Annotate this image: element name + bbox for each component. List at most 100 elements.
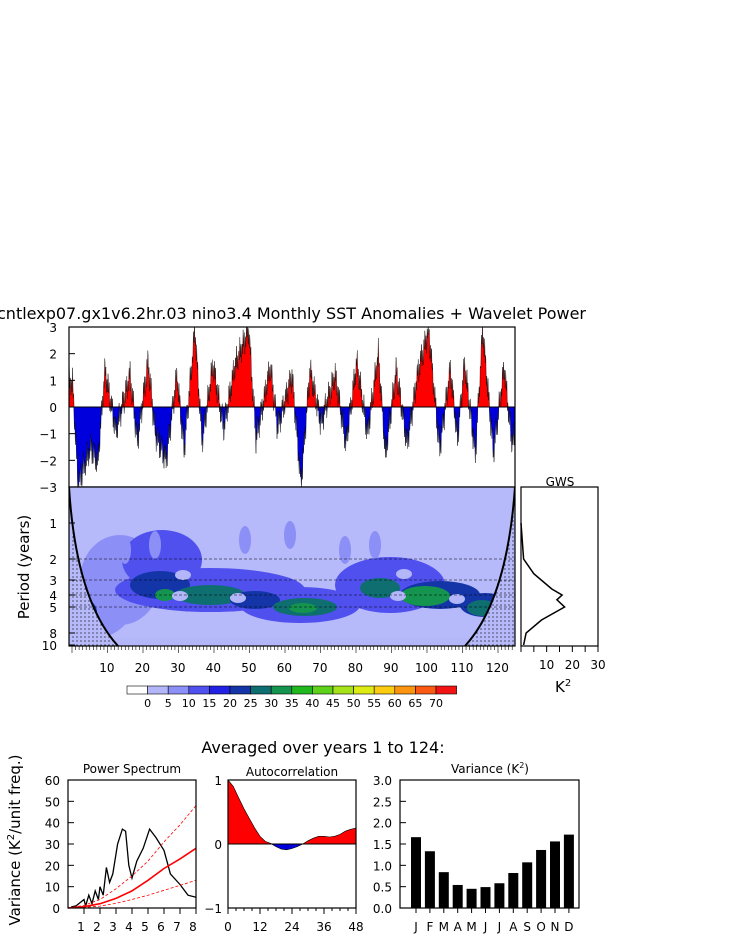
spectrum-ytick-label: 30 [45, 838, 60, 852]
colorbar-swatch [291, 685, 313, 695]
colorbar-label: 15 [202, 697, 216, 710]
spectrum-xtick-label: 5 [141, 920, 149, 934]
colorbar: 0 5 10 15 20 25 30 35 40 45 50 55 60 65 70 [126, 685, 457, 710]
spectrum-ytick-label: 60 [45, 774, 60, 788]
variance-ytick-label: 1.0 [373, 859, 392, 873]
colorbar-swatch [270, 685, 293, 695]
wavelet-contour [339, 536, 351, 564]
spectrum-ytick-label: 50 [45, 795, 60, 809]
wavelet-contour [369, 531, 381, 559]
wavelet-ytick-label: 3 [49, 574, 57, 588]
wavelet-xtick-label: 110 [450, 661, 473, 675]
spectrum-xtick-label: 6 [157, 920, 165, 934]
autocorrelation-xtick-label: 12 [252, 920, 267, 934]
variance-xtick-label: D [564, 920, 573, 934]
spectrum-xtick-label: 7 [173, 920, 181, 934]
variance-xtick-label: A [509, 920, 518, 934]
gws-title: GWS [546, 475, 575, 489]
autocorrelation-ytick-label: −1 [204, 902, 222, 916]
variance-xtick-label: O [536, 920, 545, 934]
wavelet-xtick-label: 90 [383, 661, 398, 675]
variance-ytick-label: 2.0 [373, 817, 392, 831]
colorbar-label: 45 [326, 697, 340, 710]
lower-confidence-series [67, 879, 197, 909]
wavelet-ytick-label: 10 [42, 639, 57, 653]
wavelet-xtick-label: 10 [99, 661, 114, 675]
page-title: cntlexp07.gx1v6.2hr.03 nino3.4 Monthly S… [0, 304, 586, 323]
autocorrelation-title: Autocorrelation [246, 765, 338, 779]
wavelet-ytick-label: 1 [49, 517, 57, 531]
colorbar-label: 0 [144, 697, 151, 710]
spectrum-ytick-label: 0 [52, 902, 60, 916]
spectrum-ytick-label: 10 [45, 881, 60, 895]
period-reference-lines [69, 558, 515, 608]
colorbar-swatch [415, 685, 437, 695]
gws-xtick-label: 10 [539, 658, 554, 672]
variance-xtick-label: J [413, 920, 418, 934]
coi-line-right [464, 487, 515, 646]
variance-bar [494, 883, 505, 908]
red-noise-series [67, 847, 197, 909]
gws-chart: GWS 10 20 30 K2 [520, 475, 606, 696]
colorbar-swatch [332, 685, 354, 695]
wavelet-x-axis: 10 20 30 40 50 60 70 80 90 100 110 120 [71, 646, 513, 675]
spectrum-title: Power Spectrum [83, 762, 181, 776]
variance-bar [466, 888, 477, 908]
sst-ytick-label: 0 [49, 401, 57, 415]
colorbar-label: 30 [264, 697, 278, 710]
autocorrelation-ytick-label: 1 [214, 774, 222, 788]
gws-frame [520, 486, 599, 647]
variance-bar [536, 849, 547, 908]
variance-ytick-label: 2.5 [373, 795, 392, 809]
colorbar-label: 5 [165, 697, 172, 710]
variance-xtick-label: S [523, 920, 531, 934]
spectrum-xtick-label: 3 [109, 920, 117, 934]
autocorrelation-chart: Autocorrelation 10−1 0 12 24 36 48 [204, 765, 363, 934]
wavelet-xtick-label: 40 [206, 661, 221, 675]
spectrum-xtick-label: 4 [125, 920, 133, 934]
gws-xlabel: K2 [555, 678, 571, 696]
autocorrelation-xtick-label: 24 [284, 920, 299, 934]
autocorrelation-negative-area [228, 844, 356, 850]
section-title: Averaged over years 1 to 124: [201, 738, 444, 757]
variance-y-axis: 0.0 0.5 1.0 1.5 2.0 2.5 3.0 [373, 774, 406, 916]
sst-anomaly-chart: 3 2 1 0 −1 −2 −3 [39, 321, 516, 495]
autocorrelation-xtick-label: 36 [316, 920, 331, 934]
sst-ytick-label: 2 [49, 348, 57, 362]
spectrum-series [71, 827, 197, 909]
wavelet-contour [390, 591, 406, 601]
colorbar-label: 35 [285, 697, 299, 710]
wavelet-contour [284, 521, 296, 549]
sst-positive-area [68, 326, 515, 408]
variance-xtick-label: N [551, 920, 560, 934]
colorbar-swatch [373, 685, 396, 695]
gws-xtick-label: 20 [565, 658, 580, 672]
sst-ytick-label: 3 [49, 321, 57, 335]
spectrum-y-axis: 0 10 20 30 40 50 60 [45, 774, 74, 916]
variance-xtick-label: M [466, 920, 476, 934]
variance-bar [424, 851, 435, 908]
colorbar-label: 60 [388, 697, 402, 710]
colorbar-label: 10 [182, 697, 196, 710]
wavelet-contour [230, 593, 246, 603]
sst-negative-area [69, 406, 516, 488]
autocorrelation-y-axis: 1 0 −1 [204, 774, 234, 916]
variance-xtick-label: M [439, 920, 449, 934]
coi-line-left [69, 487, 119, 646]
wavelet-contour [130, 571, 190, 599]
sst-ytick-label: −3 [39, 481, 57, 495]
variance-xtick-label: A [454, 920, 463, 934]
wavelet-ylabel: Period (years) [15, 515, 33, 620]
upper-confidence-series [67, 805, 197, 909]
wavelet-contour [400, 586, 450, 606]
wavelet-contour [69, 638, 515, 646]
wavelet-xtick-label: 70 [312, 661, 327, 675]
variance-bar [522, 862, 533, 908]
variance-bar [508, 873, 519, 908]
spectrum-xtick-label: 8 [189, 920, 197, 934]
autocorrelation-xtick-label: 0 [224, 920, 232, 934]
colorbar-label: 20 [223, 697, 237, 710]
cone-of-influence-left [69, 487, 118, 646]
